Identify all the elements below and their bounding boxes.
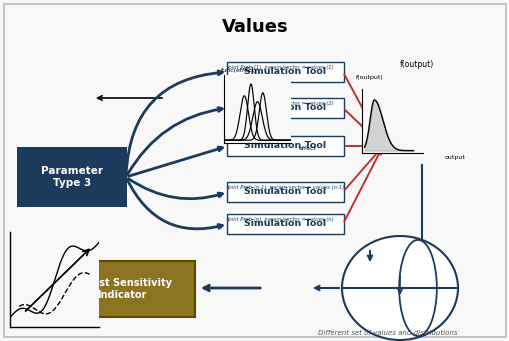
Text: Values: Values <box>221 18 288 36</box>
Text: Joint Prob (n-1), param vector = values (n-1): Joint Prob (n-1), param vector = values … <box>228 185 345 190</box>
Text: effect: effect <box>298 146 316 151</box>
Text: Simulation Tool: Simulation Tool <box>244 142 326 150</box>
FancyArrowPatch shape <box>128 179 222 199</box>
Text: Parameter
Type 3: Parameter Type 3 <box>41 166 103 188</box>
FancyArrowPatch shape <box>128 147 222 176</box>
FancyArrowPatch shape <box>345 144 377 148</box>
FancyArrowPatch shape <box>344 150 379 190</box>
Text: f(output): f(output) <box>399 60 433 69</box>
FancyBboxPatch shape <box>227 136 344 156</box>
FancyBboxPatch shape <box>48 261 194 317</box>
FancyBboxPatch shape <box>227 62 344 82</box>
Text: Simulation Tool: Simulation Tool <box>244 188 326 196</box>
FancyBboxPatch shape <box>227 98 344 118</box>
FancyBboxPatch shape <box>227 214 344 234</box>
Text: Robust Sensitivity
Indicator: Robust Sensitivity Indicator <box>71 278 172 300</box>
FancyBboxPatch shape <box>17 147 127 207</box>
Text: Joint Prob (1), param vector = values (1): Joint Prob (1), param vector = values (1… <box>228 65 334 70</box>
Text: Different set of values and distributions: Different set of values and distribution… <box>318 330 457 336</box>
Text: func(effect): func(effect) <box>221 68 257 73</box>
FancyArrowPatch shape <box>344 110 379 143</box>
Ellipse shape <box>399 240 436 336</box>
Ellipse shape <box>342 236 457 340</box>
Text: f(output): f(output) <box>355 75 383 80</box>
FancyArrowPatch shape <box>127 107 222 175</box>
Text: Simulation Tool: Simulation Tool <box>244 220 326 228</box>
FancyArrowPatch shape <box>127 179 222 229</box>
Text: output: output <box>444 154 465 160</box>
FancyArrowPatch shape <box>344 150 380 222</box>
Text: Simulation Tool: Simulation Tool <box>244 68 326 76</box>
Text: Simulation Tool: Simulation Tool <box>244 104 326 113</box>
FancyArrowPatch shape <box>344 74 380 142</box>
Text: Joint Prob (n), param vector = values (n): Joint Prob (n), param vector = values (n… <box>228 217 334 222</box>
FancyArrowPatch shape <box>126 71 222 174</box>
Text: Joint Prob (2), param vector = values (2): Joint Prob (2), param vector = values (2… <box>228 101 334 106</box>
FancyBboxPatch shape <box>227 182 344 202</box>
